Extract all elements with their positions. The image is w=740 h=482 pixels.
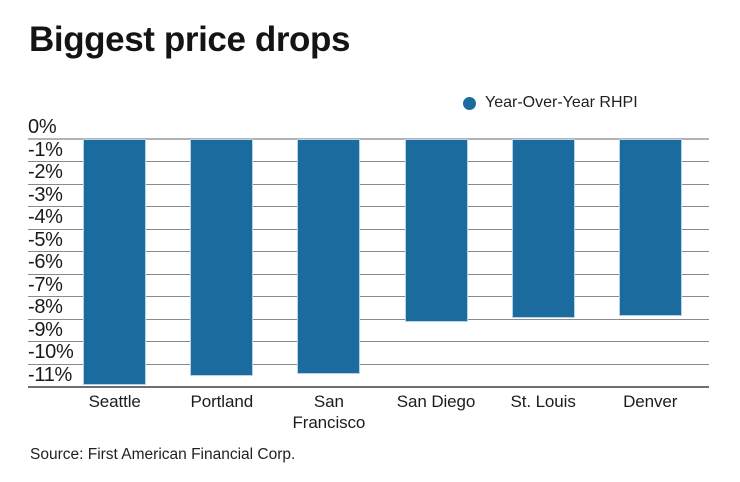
legend-label: Year-Over-Year RHPI bbox=[485, 94, 638, 111]
gridline bbox=[28, 183, 709, 185]
x-axis-label: San Francisco bbox=[292, 392, 366, 433]
legend-dot-icon bbox=[463, 96, 476, 110]
y-tick-label: 0% bbox=[28, 116, 57, 138]
gridline bbox=[28, 296, 709, 297]
bar-seattle bbox=[84, 140, 146, 385]
chart-title: Biggest price drops bbox=[29, 20, 351, 59]
gridline bbox=[28, 385, 709, 388]
y-tick-label: -7% bbox=[28, 273, 63, 296]
y-tick-label: -4% bbox=[28, 206, 63, 228]
bar-san-francisco bbox=[298, 140, 360, 373]
source-note: Source: First American Financial Corp. bbox=[30, 446, 296, 463]
gridline bbox=[28, 273, 709, 275]
x-axis-label: Portland bbox=[190, 392, 254, 411]
gridline bbox=[28, 228, 709, 230]
bar-denver bbox=[619, 140, 681, 315]
bar-st-louis bbox=[512, 140, 574, 317]
y-tick-label: -1% bbox=[28, 138, 63, 161]
x-axis-label: Denver bbox=[623, 392, 678, 411]
y-tick-label: -3% bbox=[28, 183, 63, 206]
x-axis-label: Seattle bbox=[88, 392, 141, 411]
y-tick-label: -9% bbox=[28, 318, 63, 341]
y-tick-label: -8% bbox=[28, 296, 63, 318]
gridline bbox=[28, 251, 709, 252]
y-tick-label: -6% bbox=[28, 251, 63, 273]
x-axis-label: St. Louis bbox=[510, 392, 576, 411]
y-tick-label: -11% bbox=[28, 363, 73, 386]
legend: Year-Over-Year RHPI bbox=[463, 94, 638, 112]
gridline bbox=[28, 161, 709, 162]
y-tick-label: -5% bbox=[28, 228, 63, 251]
y-tick-label: -10% bbox=[28, 341, 74, 363]
y-tick-label: -2% bbox=[28, 161, 63, 183]
bar-portland bbox=[191, 140, 253, 376]
gridline bbox=[28, 341, 709, 342]
gridline bbox=[28, 318, 709, 320]
gridline bbox=[28, 138, 709, 140]
bar-san-diego bbox=[405, 140, 467, 322]
x-axis-label: San Diego bbox=[396, 392, 476, 411]
gridline bbox=[28, 363, 709, 365]
gridline bbox=[28, 206, 709, 207]
